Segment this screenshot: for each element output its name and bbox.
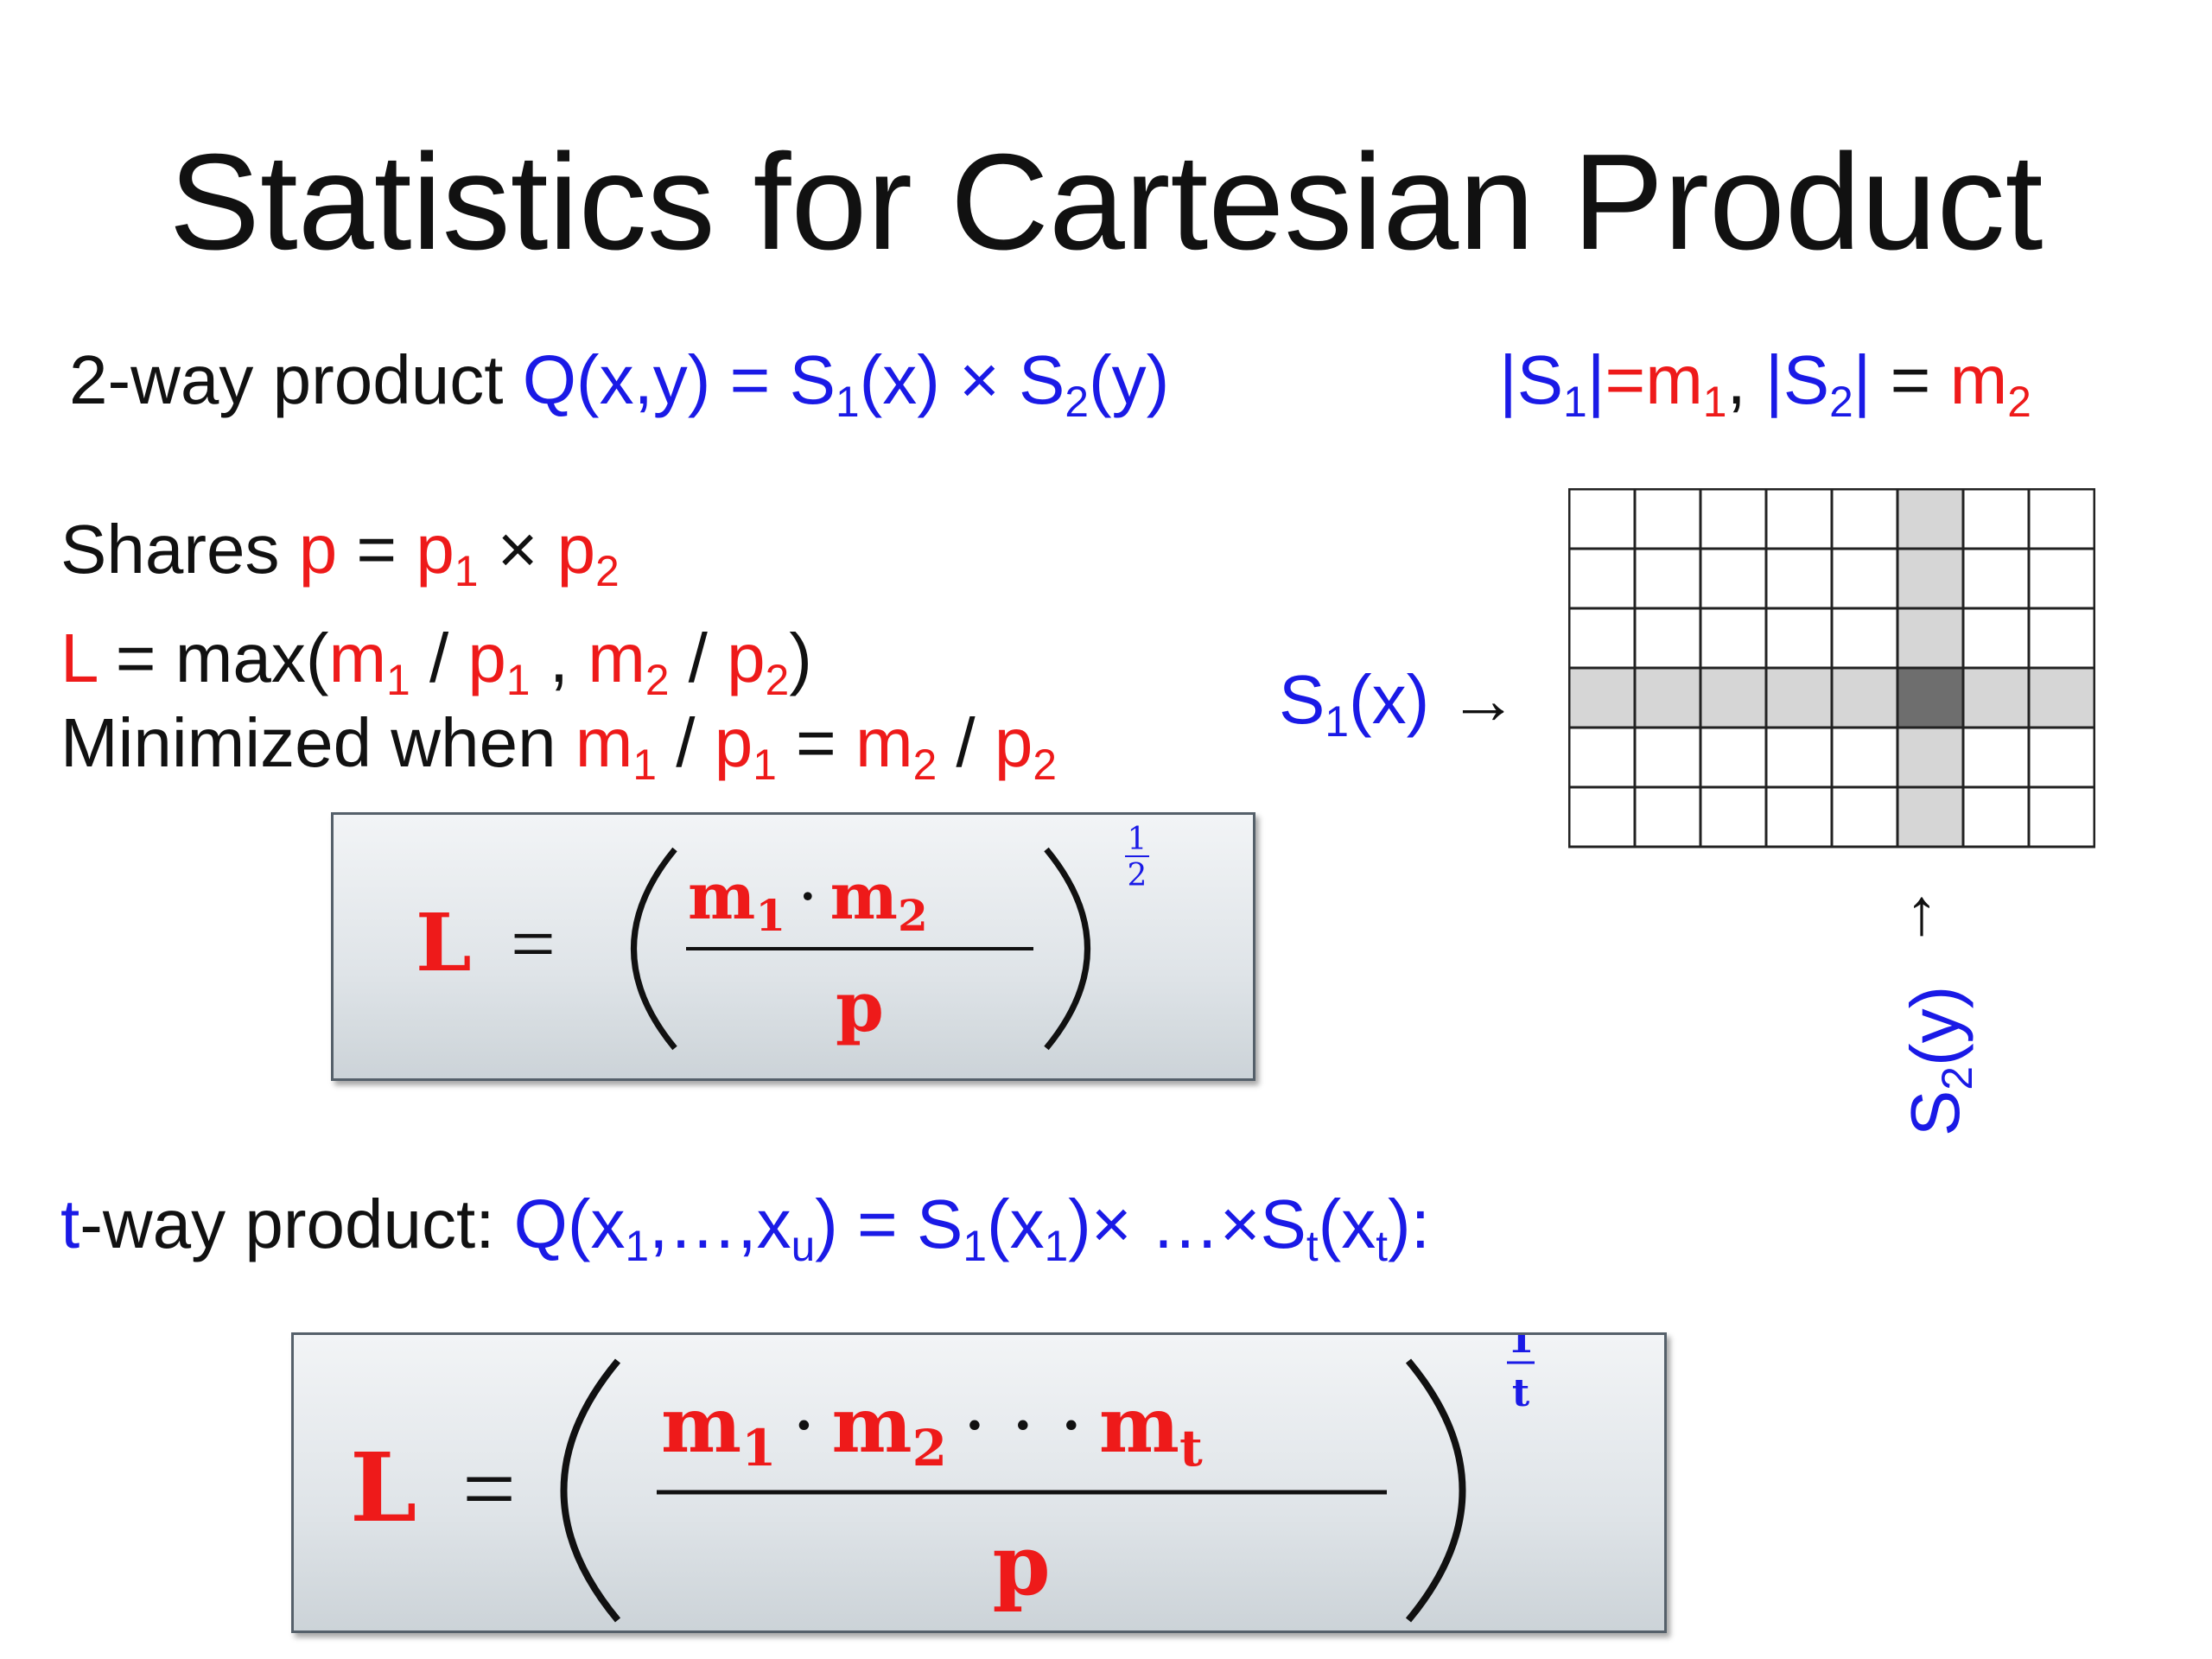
grid-cell [1830,666,1899,729]
formula2-left-paren [560,1358,621,1623]
grid-cell [1699,726,1768,789]
grid-cell [2027,726,2096,789]
grid-cell [1830,785,1899,849]
formula1-numerator: m1 · m2 [688,860,928,941]
grid-cell [1896,487,1965,550]
grid-cell [1830,726,1899,789]
grid-cell [2027,785,2096,849]
formula-two-way: L = m1 · m2 p 1 2 [416,822,1149,1051]
s2-column-label: S2(y) [1897,985,1981,1136]
grid-cell [1830,607,1899,670]
load-definition-line: L = max(m1 / p1 , m2 / p2) [60,620,812,704]
grid-cell [1830,487,1899,550]
grid-cell [1764,666,1834,729]
two-way-label: 2-way product [69,341,504,418]
formula2-denominator: p [992,1516,1050,1614]
formula2-numerator: m1 · m2 · · · mt [661,1380,1203,1478]
formula1-exponent-den: 2 [1128,858,1147,893]
formula2-exponent-num: 1 [1508,1335,1535,1362]
two-way-query: Q(x,y) = S1(x) × S2(y) [522,341,1170,426]
formula1-denominator: p [836,966,884,1047]
grid-cell [1896,607,1965,670]
grid-cell [1896,726,1965,789]
grid-cell [1896,547,1965,610]
grid-cell [1567,607,1637,670]
grid-cell [1961,666,2031,729]
grid-cell [2027,547,2096,610]
formula-box-t-way: L = m1 · m2 · · · mt p 1 t [291,1318,1667,1633]
formula-t-way: L = m1 · m2 · · · mt p 1 t [350,1318,1535,1623]
grid-cell [1764,487,1834,550]
s1-row-label: S1(x) → [1279,661,1518,746]
formula2-right-paren [1405,1358,1466,1623]
grid-cell [1699,666,1768,729]
cartesian-grid [1567,487,2096,855]
relation-sizes: |S1|=m1, |S2| = m2 [1499,341,2031,426]
grid-cell [1764,547,1834,610]
formula1-lhs: L [416,896,472,989]
grid-cell [1567,726,1637,789]
grid-cell [1830,547,1899,610]
t-way-product-line: t-way product: Q(x1,…,xu) = S1(x1)× …×St… [60,1185,1430,1270]
grid-cell [1699,785,1768,849]
grid-cell [1961,785,2031,849]
formula2-exponent-den: t [1512,1371,1530,1415]
grid-cell [1567,547,1637,610]
grid-cell [1699,547,1768,610]
grid-cell [1961,487,2031,550]
grid-cell [2027,666,2096,729]
grid-cell [1633,726,1702,789]
grid-cell [1633,666,1702,729]
grid-cell [2027,607,2096,670]
right-arrow-icon: → [1448,661,1518,738]
grid-cell [1633,547,1702,610]
formula1-left-paren [631,847,677,1051]
minimized-condition-line: Minimized when m1 / p1 = m2 / p2 [60,704,1057,789]
slide-title: Statistics for Cartesian Product [168,126,2044,278]
grid-cell [1896,666,1965,729]
grid-cell [1961,547,2031,610]
grid-cell [1567,785,1637,849]
grid-cell [1633,487,1702,550]
grid-cell [1633,607,1702,670]
grid-cell [1764,785,1834,849]
shares-line: Shares p = p1 × p2 [60,511,620,595]
grid-cell [1633,785,1702,849]
up-arrow-icon: ↑ [1905,875,1938,949]
formula-box-two-way: L = m1 · m2 p 1 2 [331,812,1255,1081]
grid-cell [1896,785,1965,849]
grid-cell [1764,607,1834,670]
formula1-exponent-num: 1 [1128,822,1147,857]
formula2-equals: = [462,1436,516,1541]
grid-cell [1567,487,1637,550]
formula1-right-paren [1044,847,1090,1051]
grid-cell [1699,607,1768,670]
grid-svg [1567,487,2096,849]
grid-cell [1961,726,2031,789]
grid-cell [1567,666,1637,729]
two-way-product-line: 2-way product Q(x,y) = S1(x) × S2(y) [69,346,1169,423]
grid-cell [1764,726,1834,789]
grid-cell [2027,487,2096,550]
formula2-lhs: L [350,1432,416,1543]
grid-cell [1961,607,2031,670]
grid-cell [1699,487,1768,550]
formula1-equals: = [511,899,556,988]
